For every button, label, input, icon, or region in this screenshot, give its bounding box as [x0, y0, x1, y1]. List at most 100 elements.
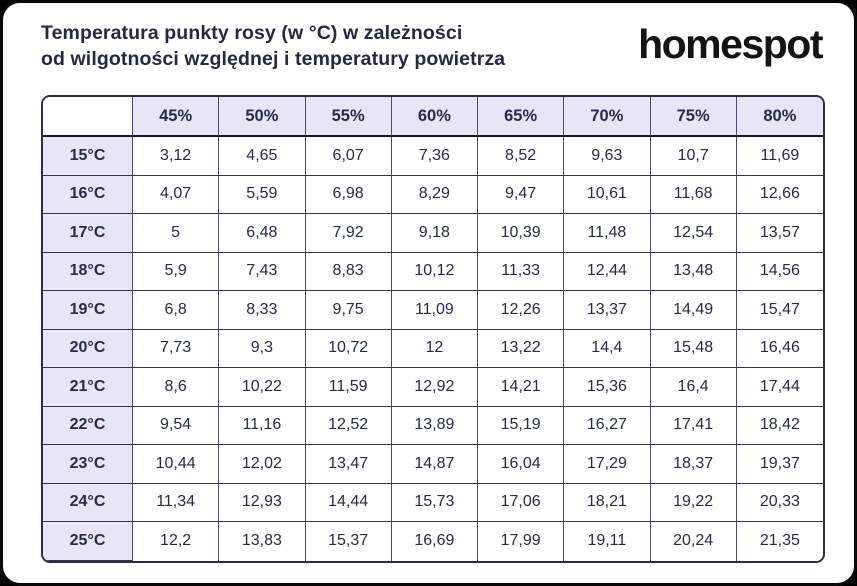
dew-point-value-cell: 8,29 — [391, 175, 478, 214]
dew-point-value-cell: 16,46 — [736, 329, 823, 368]
dew-point-value-cell: 11,16 — [219, 406, 306, 445]
table-row: 23°C 10,44 12,02 13,47 14,87 16,04 17,29 18,37 1… — [43, 445, 823, 484]
dew-point-value-cell: 11,48 — [564, 214, 651, 253]
dew-point-value-cell: 5 — [133, 214, 220, 253]
dew-point-value-cell: 10,22 — [219, 368, 306, 407]
dew-point-table-container: 45% 50% 55% 60% 65% 70% 75% 80% 15°C 3,12 4,65 6,0… — [41, 95, 825, 563]
dew-point-value-cell: 14,44 — [305, 483, 392, 522]
dew-point-value-cell: 9,54 — [133, 406, 220, 445]
dew-point-value-cell: 13,47 — [305, 445, 392, 484]
dew-point-value-cell: 6,48 — [219, 214, 306, 253]
dew-point-value-cell: 11,59 — [305, 368, 392, 407]
dew-point-value-cell: 4,07 — [133, 175, 220, 214]
table-row: 18°C 5,9 7,43 8,83 10,12 11,33 12,44 13,48 14,56 — [43, 252, 823, 291]
dew-point-value-cell: 14,87 — [391, 445, 478, 484]
table-row: 16°C 4,07 5,59 6,98 8,29 9,47 10,61 11,68 12,66 — [43, 175, 823, 214]
dew-point-value-cell: 6,07 — [305, 137, 392, 176]
temperature-row-header: 15°C — [43, 137, 133, 176]
temperature-row-header: 16°C — [43, 175, 133, 214]
dew-point-value-cell: 18,21 — [564, 483, 651, 522]
dew-point-value-cell: 9,75 — [305, 291, 392, 330]
dew-point-value-cell: 14,56 — [736, 252, 823, 291]
dew-point-value-cell: 9,47 — [478, 175, 565, 214]
dew-point-value-cell: 19,37 — [736, 445, 823, 484]
table-row: 21°C 8,6 10,22 11,59 12,92 14,21 15,36 16,4 17,4… — [43, 368, 823, 407]
dew-point-value-cell: 17,29 — [564, 445, 651, 484]
dew-point-value-cell: 10,7 — [650, 137, 737, 176]
temperature-row-header: 25°C — [43, 522, 133, 561]
humidity-column-header: 60% — [391, 97, 478, 137]
dew-point-value-cell: 14,21 — [478, 368, 565, 407]
dew-point-value-cell: 21,35 — [736, 522, 823, 561]
dew-point-value-cell: 19,22 — [650, 483, 737, 522]
temperature-row-header: 19°C — [43, 291, 133, 330]
dew-point-value-cell: 16,04 — [478, 445, 565, 484]
header-area: Temperatura punkty rosy (w °C) w zależno… — [3, 3, 854, 72]
dew-point-value-cell: 10,39 — [478, 214, 565, 253]
dew-point-value-cell: 9,3 — [219, 329, 306, 368]
table-body: 15°C 3,12 4,65 6,07 7,36 8,52 9,63 10,7 11,69 16°… — [43, 137, 823, 561]
dew-point-value-cell: 13,57 — [736, 214, 823, 253]
dew-point-value-cell: 15,37 — [305, 522, 392, 561]
temperature-row-header: 17°C — [43, 214, 133, 253]
humidity-column-header: 80% — [736, 97, 823, 137]
dew-point-value-cell: 12,54 — [650, 214, 737, 253]
temperature-row-header: 21°C — [43, 368, 133, 407]
dew-point-value-cell: 13,83 — [219, 522, 306, 561]
dew-point-value-cell: 17,41 — [650, 406, 737, 445]
dew-point-value-cell: 8,33 — [219, 291, 306, 330]
dew-point-value-cell: 14,4 — [564, 329, 651, 368]
dew-point-value-cell: 12,93 — [219, 483, 306, 522]
table-row: 19°C 6,8 8,33 9,75 11,09 12,26 13,37 14,49 15,47 — [43, 291, 823, 330]
dew-point-value-cell: 12,52 — [305, 406, 392, 445]
dew-point-value-cell: 11,09 — [391, 291, 478, 330]
table-corner-cell — [43, 97, 133, 137]
dew-point-value-cell: 12 — [391, 329, 478, 368]
temperature-row-header: 23°C — [43, 445, 133, 484]
page-title-line2: od wilgotności względnej i temperatury p… — [41, 48, 506, 70]
humidity-column-header: 55% — [305, 97, 392, 137]
dew-point-value-cell: 5,59 — [219, 175, 306, 214]
dew-point-value-cell: 12,44 — [564, 252, 651, 291]
page-title-line1: Temperatura punkty rosy (w °C) w zależno… — [41, 22, 463, 44]
humidity-column-header: 45% — [133, 97, 220, 137]
dew-point-value-cell: 18,37 — [650, 445, 737, 484]
temperature-row-header: 18°C — [43, 252, 133, 291]
dew-point-value-cell: 10,61 — [564, 175, 651, 214]
dew-point-value-cell: 10,72 — [305, 329, 392, 368]
table-row: 15°C 3,12 4,65 6,07 7,36 8,52 9,63 10,7 11,69 — [43, 137, 823, 176]
table-header: 45% 50% 55% 60% 65% 70% 75% 80% — [43, 97, 823, 137]
dew-point-value-cell: 12,26 — [478, 291, 565, 330]
dew-point-value-cell: 11,33 — [478, 252, 565, 291]
dew-point-value-cell: 6,8 — [133, 291, 220, 330]
dew-point-value-cell: 12,2 — [133, 522, 220, 561]
dew-point-value-cell: 16,69 — [391, 522, 478, 561]
dew-point-value-cell: 15,47 — [736, 291, 823, 330]
humidity-column-header: 70% — [564, 97, 651, 137]
humidity-column-header: 50% — [219, 97, 306, 137]
dew-point-value-cell: 8,83 — [305, 252, 392, 291]
humidity-column-header: 65% — [478, 97, 565, 137]
dew-point-value-cell: 8,52 — [478, 137, 565, 176]
table-row: 17°C 5 6,48 7,92 9,18 10,39 11,48 12,54 13,57 — [43, 214, 823, 253]
dew-point-value-cell: 9,63 — [564, 137, 651, 176]
dew-point-value-cell: 15,19 — [478, 406, 565, 445]
dew-point-value-cell: 14,49 — [650, 291, 737, 330]
dew-point-value-cell: 3,12 — [133, 137, 220, 176]
dew-point-value-cell: 20,33 — [736, 483, 823, 522]
dew-point-table: 45% 50% 55% 60% 65% 70% 75% 80% 15°C 3,12 4,65 6,0… — [41, 95, 825, 563]
dew-point-value-cell: 6,98 — [305, 175, 392, 214]
dew-point-value-cell: 8,6 — [133, 368, 220, 407]
dew-point-value-cell: 15,48 — [650, 329, 737, 368]
table-row: 20°C 7,73 9,3 10,72 12 13,22 14,4 15,48 16,46 — [43, 329, 823, 368]
dew-point-value-cell: 13,22 — [478, 329, 565, 368]
table-row: 25°C 12,2 13,83 15,37 16,69 17,99 19,11 20,24 21… — [43, 522, 823, 561]
dew-point-value-cell: 16,27 — [564, 406, 651, 445]
humidity-column-header: 75% — [650, 97, 737, 137]
dew-point-value-cell: 11,68 — [650, 175, 737, 214]
dew-point-value-cell: 4,65 — [219, 137, 306, 176]
dew-point-value-cell: 7,92 — [305, 214, 392, 253]
dew-point-value-cell: 13,89 — [391, 406, 478, 445]
dew-point-value-cell: 18,42 — [736, 406, 823, 445]
dew-point-value-cell: 11,34 — [133, 483, 220, 522]
